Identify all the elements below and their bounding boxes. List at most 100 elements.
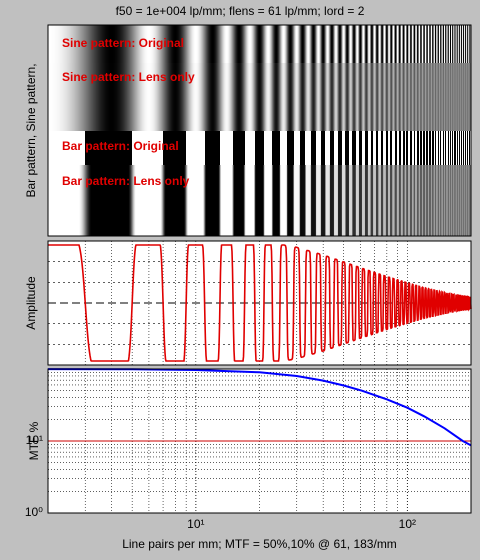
pattern-column [211,165,213,236]
pattern-column [224,63,226,131]
pattern-column [344,165,346,236]
pattern-column [251,131,253,165]
pattern-column [302,131,304,165]
pattern-column [165,165,167,236]
pattern-column [348,131,350,165]
pattern-column [310,63,312,131]
pattern-column [380,131,382,165]
pattern-column [101,63,103,131]
pattern-column [357,63,359,131]
pattern-column [429,165,431,236]
pattern-column [134,25,136,63]
pattern-column [178,131,180,165]
pattern-column [215,131,217,165]
pattern-column [131,25,133,63]
pattern-column [466,131,468,165]
pattern-column [387,131,389,165]
pattern-column [395,63,397,131]
pattern-column [50,63,52,131]
pattern-column [266,131,268,165]
pattern-column [279,131,281,165]
pattern-column [77,63,79,131]
pattern-column [243,25,245,63]
pattern-column [181,25,183,63]
pattern-column [189,131,191,165]
pattern-column [87,25,89,63]
pattern-column [58,63,60,131]
pattern-column [105,131,107,165]
pattern-column [177,25,179,63]
pattern-column [79,63,81,131]
pattern-column [313,63,315,131]
pattern-column [321,25,323,63]
pattern-column [430,165,432,236]
pattern-column [383,131,385,165]
pattern-column [111,25,113,63]
pattern-column [300,25,302,63]
pattern-column [136,25,138,63]
pattern-column [181,131,183,165]
pattern-column [370,131,372,165]
pattern-column [147,25,149,63]
pattern-column [190,63,192,131]
pattern-column [84,131,86,165]
pattern-column [342,131,344,165]
pattern-column [115,25,117,63]
pattern-column [447,165,449,236]
pattern-column [193,165,195,236]
pattern-column [424,63,426,131]
pattern-column [469,165,471,236]
pattern-column [359,131,361,165]
pattern-column [401,25,403,63]
pattern-column [83,131,85,165]
pattern-column [104,131,106,165]
pattern-column [375,165,377,236]
pattern-column [371,63,373,131]
pattern-column [137,63,139,131]
pattern-column [216,131,218,165]
pattern-column [283,131,285,165]
pattern-column [405,165,407,236]
pattern-column [158,165,160,236]
pattern-column [104,63,106,131]
pattern-column [246,165,248,236]
pattern-column [108,131,110,165]
pattern-column [138,131,140,165]
pattern-column [440,63,442,131]
pattern-column [424,131,426,165]
pattern-column [229,131,231,165]
pattern-column [391,165,393,236]
pattern-column [156,25,158,63]
pattern-column [301,63,303,131]
pattern-column [171,63,173,131]
pattern-column [153,131,155,165]
pattern-column [288,165,290,236]
pattern-column [406,25,408,63]
pattern-column [212,165,214,236]
pattern-column [336,131,338,165]
pattern-column [385,131,387,165]
pattern-column [54,63,56,131]
pattern-column [436,165,438,236]
pattern-column [165,25,167,63]
pattern-column [448,165,450,236]
pattern-column [194,131,196,165]
pattern-column [220,165,222,236]
pattern-column [415,131,417,165]
pattern-column [356,25,358,63]
pattern-column [172,131,174,165]
pattern-column [338,63,340,131]
pattern-column [270,25,272,63]
pattern-column [330,131,332,165]
pattern-column [257,131,259,165]
pattern-column [125,63,127,131]
pattern-column [182,25,184,63]
pattern-column [305,63,307,131]
pattern-column [233,165,235,236]
pattern-column [176,63,178,131]
pattern-column [400,165,402,236]
pattern-column [395,165,397,236]
pattern-column [344,131,346,165]
pattern-column [248,165,250,236]
pattern-column [184,165,186,236]
